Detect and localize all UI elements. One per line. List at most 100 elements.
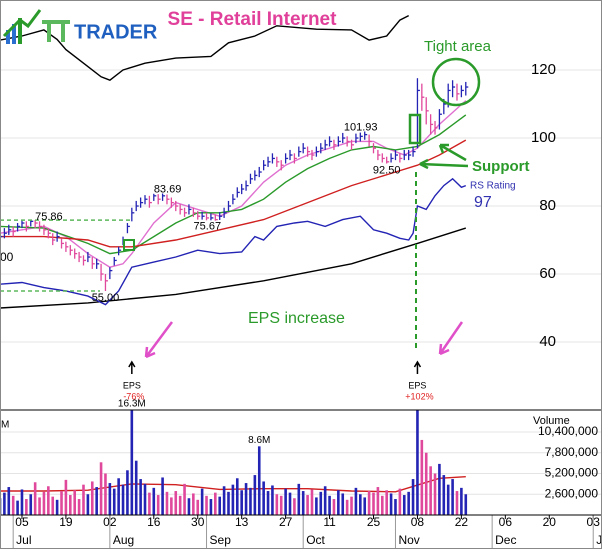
logo-glyph bbox=[42, 20, 70, 42]
support-arrow bbox=[438, 143, 467, 162]
volume-bar bbox=[148, 492, 151, 515]
price-label: 101.93 bbox=[344, 121, 378, 133]
volume-bar bbox=[200, 488, 204, 515]
volume-bar bbox=[376, 487, 380, 515]
logo: TRADER bbox=[2, 9, 158, 44]
pink-arrow bbox=[144, 321, 174, 359]
volume-bar bbox=[372, 492, 375, 515]
volume-bar bbox=[319, 491, 323, 515]
event-label: EPS bbox=[408, 380, 426, 390]
price-panel bbox=[0, 14, 469, 309]
month-label: Jul bbox=[16, 533, 31, 547]
volume-bar bbox=[275, 494, 279, 515]
volume-bar bbox=[337, 490, 340, 515]
line bbox=[0, 139, 467, 248]
x-tick-label: 19 bbox=[59, 515, 73, 529]
volume-bar bbox=[451, 479, 454, 515]
volume-bar bbox=[442, 475, 446, 515]
volume-bar bbox=[253, 475, 257, 515]
volume-bar bbox=[7, 487, 11, 515]
volume-bar bbox=[29, 494, 33, 515]
tight-circle bbox=[431, 57, 481, 107]
highlight-box bbox=[408, 113, 422, 145]
volume-bar bbox=[69, 495, 72, 515]
volume-bar bbox=[174, 491, 178, 515]
x-tick-label: 08 bbox=[411, 515, 425, 529]
volume-tick-label: 2,600,000 bbox=[545, 486, 599, 500]
annotation: Support bbox=[472, 158, 530, 175]
volume-bar bbox=[262, 481, 265, 515]
logo-bar bbox=[6, 30, 10, 44]
volume-bar bbox=[235, 478, 239, 515]
volume-bar bbox=[196, 499, 200, 515]
x-tick-label: 20 bbox=[543, 515, 557, 529]
x-tick-label: 05 bbox=[15, 515, 29, 529]
volume-bar bbox=[205, 495, 208, 515]
annotation: 00 bbox=[0, 250, 14, 264]
volume-bar bbox=[60, 491, 63, 515]
volume-bar bbox=[82, 484, 85, 515]
volume-bar bbox=[301, 491, 305, 515]
support-arrow bbox=[419, 158, 469, 170]
x-tick-label: 27 bbox=[279, 515, 293, 529]
volume-bar bbox=[143, 483, 147, 515]
x-tick-label: 30 bbox=[191, 515, 205, 529]
volume-bar bbox=[42, 491, 46, 515]
logo-arrow bbox=[2, 9, 42, 38]
volume-bar bbox=[460, 487, 463, 515]
volume-bar bbox=[315, 497, 318, 515]
volume-bar bbox=[341, 493, 345, 515]
volume-label: 8.6M bbox=[248, 435, 270, 446]
volume-bar bbox=[438, 463, 441, 515]
line bbox=[0, 476, 466, 493]
volume-bar bbox=[464, 494, 468, 515]
line bbox=[0, 114, 467, 255]
event-change: -76% bbox=[123, 391, 144, 401]
volume-bar bbox=[112, 488, 116, 515]
y-tick-label: 60 bbox=[539, 265, 556, 282]
volume-bar bbox=[178, 495, 182, 515]
month-label: Nov bbox=[398, 533, 419, 547]
volume-bar bbox=[257, 446, 261, 515]
volume-bar bbox=[187, 498, 191, 515]
volume-bar bbox=[429, 466, 432, 515]
volume-bar bbox=[51, 496, 55, 515]
volume-bar bbox=[306, 495, 309, 515]
event-arrow bbox=[128, 360, 136, 374]
volume-bar bbox=[279, 495, 283, 515]
price-label: 83.69 bbox=[154, 183, 182, 195]
month-label: Dec bbox=[495, 533, 516, 547]
volume-bar bbox=[170, 497, 173, 515]
line bbox=[0, 227, 467, 309]
volume-bar bbox=[332, 499, 336, 515]
volume-bar bbox=[288, 492, 292, 515]
y-tick-label: 100 bbox=[531, 129, 556, 146]
volume-bar bbox=[389, 493, 393, 515]
month-label: Sep bbox=[210, 533, 232, 547]
volume-bar bbox=[192, 493, 195, 515]
volume-bar bbox=[77, 499, 81, 515]
volume-bar bbox=[104, 473, 107, 515]
event-change: +102% bbox=[405, 391, 433, 401]
volume-bar bbox=[424, 452, 428, 515]
x-tick-label: 25 bbox=[367, 515, 381, 529]
volume-bar bbox=[95, 487, 98, 515]
volume-bar bbox=[455, 491, 459, 515]
x-tick-label: 13 bbox=[235, 515, 249, 529]
volume-bar bbox=[323, 486, 327, 515]
line bbox=[0, 14, 410, 81]
volume-bar bbox=[130, 410, 134, 515]
volume-bar bbox=[139, 479, 142, 515]
volume-bar bbox=[328, 495, 331, 515]
annotation: RS Rating bbox=[470, 181, 516, 192]
volume-bar bbox=[38, 497, 41, 515]
annotation: M bbox=[1, 420, 9, 431]
volume-bar bbox=[359, 494, 362, 515]
volume-bar bbox=[416, 410, 419, 515]
labels: 40 60 80 100 120 2,600,000 5,200,000 7,800,000 1… bbox=[12, 61, 602, 549]
volume-bar bbox=[231, 484, 235, 515]
volume-panel bbox=[0, 410, 468, 515]
volume-bar bbox=[266, 491, 270, 515]
logo-text: TRADER bbox=[74, 21, 158, 43]
volume-bar bbox=[86, 494, 90, 515]
